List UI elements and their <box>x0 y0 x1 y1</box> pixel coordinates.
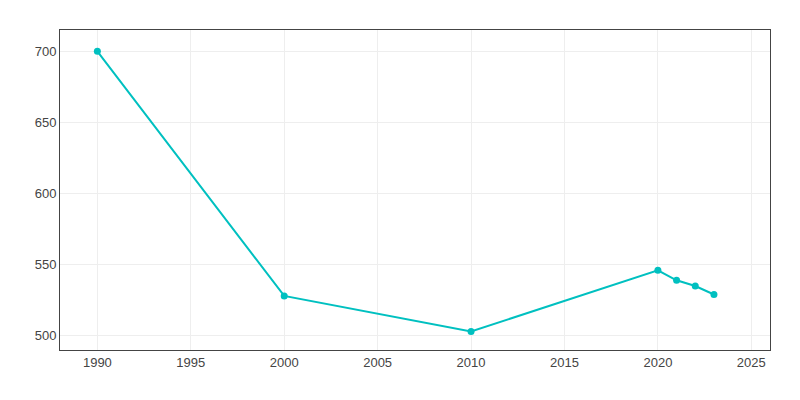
svg-text:550: 550 <box>35 257 57 272</box>
svg-text:1990: 1990 <box>83 355 112 370</box>
svg-text:500: 500 <box>35 328 57 343</box>
svg-text:2020: 2020 <box>643 355 672 370</box>
svg-text:2005: 2005 <box>363 355 392 370</box>
svg-text:600: 600 <box>35 186 57 201</box>
svg-text:2000: 2000 <box>270 355 299 370</box>
svg-text:2025: 2025 <box>737 355 766 370</box>
svg-text:2015: 2015 <box>550 355 579 370</box>
svg-text:650: 650 <box>35 115 57 130</box>
svg-text:2010: 2010 <box>457 355 486 370</box>
svg-text:700: 700 <box>35 44 57 59</box>
svg-text:1995: 1995 <box>176 355 205 370</box>
